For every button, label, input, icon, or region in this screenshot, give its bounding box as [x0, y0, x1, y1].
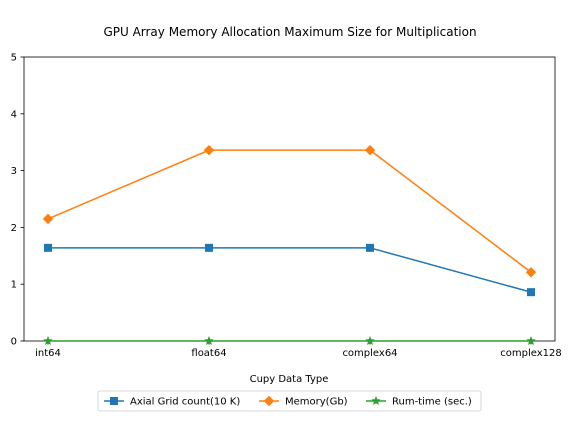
x-tick-label: float64: [191, 348, 226, 359]
legend: Axial Grid count(10 K) Memory(Gb) Rum-time…: [97, 390, 482, 412]
data-point: [365, 335, 375, 346]
legend-label: Axial Grid count(10 K): [130, 397, 240, 408]
data-point: [366, 243, 374, 252]
x-tick-label: complex64: [342, 348, 397, 359]
legend-box: [97, 390, 482, 412]
legend-marker: [263, 395, 275, 407]
data-point: [526, 335, 536, 346]
chart-title: GPU Array Memory Allocation Maximum Size…: [103, 25, 476, 39]
data-point: [204, 335, 214, 346]
axes-frame: [23, 56, 556, 342]
y-tick-label: 3: [11, 166, 17, 177]
x-axis-label: Cupy Data Type: [250, 374, 329, 385]
y-tick-label: 5: [11, 53, 17, 64]
data-point: [44, 243, 52, 252]
plot-area: 0 1 2 3 4 5 int64 float64 complex64 complex128: [11, 53, 562, 360]
data-point: [203, 144, 215, 156]
data-point: [527, 288, 535, 297]
data-point: [205, 243, 213, 252]
data-point: [364, 144, 376, 156]
y-tick-label: 1: [11, 280, 17, 291]
data-point: [525, 267, 537, 278]
y-tick-label: 0: [11, 337, 17, 348]
y-tick-label: 2: [11, 223, 17, 234]
x-tick-label: complex128: [500, 348, 561, 359]
legend-label: Memory(Gb): [285, 397, 348, 408]
data-point: [43, 335, 53, 346]
series-line: [47, 149, 532, 273]
series-line: [48, 247, 532, 293]
y-tick-label: 4: [11, 109, 17, 120]
data-point: [42, 213, 54, 225]
legend-label: Rum-time (sec.): [392, 397, 472, 408]
legend-marker: [110, 397, 118, 405]
legend-marker: [371, 395, 381, 406]
x-tick-label: int64: [35, 348, 61, 359]
